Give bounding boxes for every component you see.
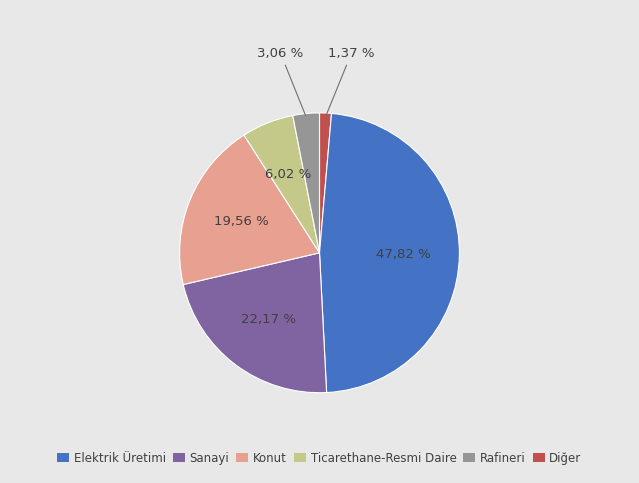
- Wedge shape: [320, 114, 459, 393]
- Text: 47,82 %: 47,82 %: [376, 248, 431, 261]
- Legend: Elektrik Üretimi, Sanayi, Konut, Ticarethane-Resmi Daire, Rafineri, Diğer: Elektrik Üretimi, Sanayi, Konut, Ticaret…: [52, 447, 587, 469]
- Text: 22,17 %: 22,17 %: [242, 313, 296, 327]
- Wedge shape: [293, 113, 320, 253]
- Wedge shape: [183, 253, 327, 393]
- Text: 1,37 %: 1,37 %: [327, 47, 374, 114]
- Wedge shape: [244, 115, 320, 253]
- Wedge shape: [180, 135, 320, 284]
- Text: 6,02 %: 6,02 %: [265, 169, 311, 182]
- Text: 19,56 %: 19,56 %: [214, 215, 269, 228]
- Wedge shape: [320, 113, 332, 253]
- Text: 3,06 %: 3,06 %: [258, 47, 305, 115]
